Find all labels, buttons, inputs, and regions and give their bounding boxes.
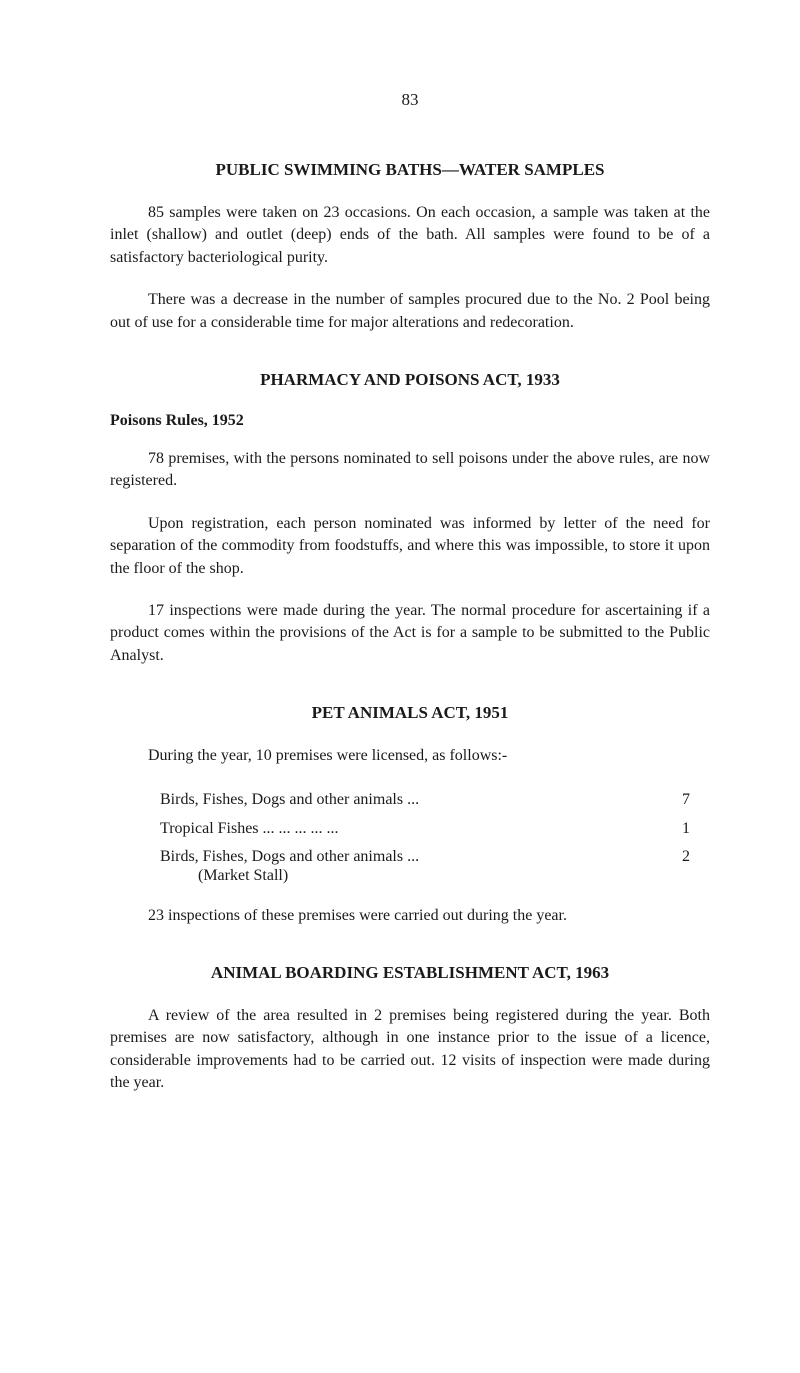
list-label: Birds, Fishes, Dogs and other animals ..… — [160, 787, 670, 813]
pet-animals-intro: During the year, 10 premises were licens… — [110, 745, 710, 767]
pharmacy-subheading: Poisons Rules, 1952 — [110, 412, 710, 430]
page-number: 83 — [110, 90, 710, 110]
pharmacy-para2: Upon registration, each person nominated… — [110, 513, 710, 580]
list-label: Tropical Fishes ... ... ... ... ... — [160, 816, 670, 842]
list-item: Birds, Fishes, Dogs and other animals ..… — [160, 787, 710, 813]
pharmacy-title: PHARMACY AND POISONS ACT, 1933 — [110, 370, 710, 390]
swimming-baths-para2: There was a decrease in the number of sa… — [110, 289, 710, 334]
list-value: 1 — [670, 816, 710, 842]
swimming-baths-title: PUBLIC SWIMMING BATHS—WATER SAMPLES — [110, 160, 710, 180]
list-value: 2 — [670, 844, 710, 870]
list-value: 7 — [670, 787, 710, 813]
swimming-baths-para1: 85 samples were taken on 23 occasions. O… — [110, 202, 710, 269]
pet-animals-title: PET ANIMALS ACT, 1951 — [110, 703, 710, 723]
animal-boarding-title: ANIMAL BOARDING ESTABLISHMENT ACT, 1963 — [110, 963, 710, 983]
pet-animals-list: Birds, Fishes, Dogs and other animals ..… — [160, 787, 710, 884]
list-item: Tropical Fishes ... ... ... ... ... 1 — [160, 816, 710, 842]
pharmacy-para3: 17 inspections were made during the year… — [110, 600, 710, 667]
animal-boarding-para1: A review of the area resulted in 2 premi… — [110, 1005, 710, 1095]
pharmacy-para1: 78 premises, with the persons nominated … — [110, 448, 710, 493]
pet-animals-closing: 23 inspections of these premises were ca… — [110, 905, 710, 927]
